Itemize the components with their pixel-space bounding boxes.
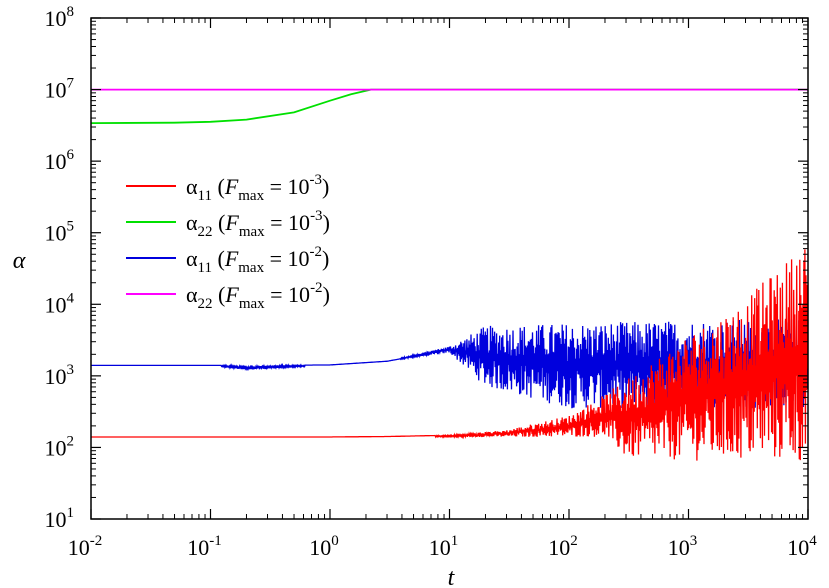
legend-paren-open: ( [213,282,226,307]
legend-f-symbol: F [224,282,239,307]
legend-subscript: 22 [198,224,213,240]
legend-f-symbol: F [224,210,239,235]
x-tick-exponent: -1 [209,533,222,549]
legend-paren-close: ) [322,246,329,271]
x-tick-label: 10-1 [187,533,222,560]
x-tick-label: 103 [668,533,698,560]
y-tick-label: 103 [45,362,75,389]
legend-f-symbol: F [224,246,239,271]
legend-exponent: -3 [310,172,323,188]
legend-paren-open: ( [213,210,226,235]
legend-symbol: α [186,174,198,199]
x-tick-exponent: -2 [90,533,103,549]
x-tick-exponent: 2 [570,533,578,549]
y-tick-exponent: 1 [67,505,75,521]
x-tick-base: 10 [787,535,809,560]
x-axis-label: t [448,565,456,588]
legend-paren-open: ( [212,246,225,271]
y-tick-label: 107 [45,76,75,103]
legend-equals: = 10 [265,210,310,235]
x-tick-base: 10 [309,535,331,560]
legend-equals: = 10 [265,282,310,307]
y-tick-exponent: 6 [67,147,75,163]
series-1 [91,88,808,124]
y-tick-label: 105 [45,219,75,246]
y-tick-exponent: 4 [67,290,75,306]
y-tick-base: 10 [45,6,67,31]
y-tick-exponent: 2 [67,433,75,449]
y-tick-exponent: 7 [67,76,75,92]
legend-paren-close: ) [323,210,330,235]
legend-f-subscript: max [238,188,264,204]
legend-symbol: α [186,246,198,271]
series-line [91,249,808,461]
y-tick-base: 10 [45,435,67,460]
x-tick-exponent: 0 [331,533,339,549]
y-tick-label: 101 [45,505,75,532]
x-tick-label: 102 [548,533,578,560]
legend: α11 (Fmax = 10-3)α22 (Fmax = 10-3)α11 (F… [126,172,330,312]
x-tick-exponent: 3 [690,533,698,549]
y-tick-base: 10 [45,364,67,389]
tick-layer: 10-2 10-1 100 101 102 103 10410110210310410510… [45,4,818,560]
legend-subscript: 22 [198,296,213,312]
legend-paren-close: ) [322,174,329,199]
legend-entry-label: α22 (Fmax = 10-2) [186,280,330,312]
legend-symbol: α [186,210,198,235]
y-tick-label: 108 [45,4,75,31]
y-axis-label: α [13,248,26,274]
y-tick-base: 10 [45,221,67,246]
y-tick-label: 106 [45,147,75,174]
legend-equals: = 10 [264,246,309,271]
y-tick-exponent: 8 [67,4,75,20]
x-tick-base: 10 [187,535,209,560]
x-tick-label: 104 [787,533,817,560]
x-tick-label: 101 [429,533,459,560]
x-tick-base: 10 [668,535,690,560]
legend-f-subscript: max [239,296,265,312]
legend-f-subscript: max [239,224,265,240]
y-tick-exponent: 5 [67,219,75,235]
y-tick-exponent: 3 [67,362,75,378]
legend-f-subscript: max [238,260,264,276]
series-line [91,88,808,124]
legend-subscript: 11 [198,260,212,276]
x-tick-base: 10 [429,535,451,560]
legend-exponent: -3 [310,208,323,224]
y-tick-base: 10 [45,149,67,174]
y-tick-base: 10 [45,507,67,532]
x-tick-base: 10 [548,535,570,560]
x-tick-base: 10 [68,535,90,560]
legend-exponent: -2 [310,244,323,260]
data-layer [91,88,808,461]
legend-paren-close: ) [323,282,330,307]
legend-symbol: α [186,282,198,307]
legend-entry-label: α11 (Fmax = 10-2) [186,244,329,276]
y-tick-label: 104 [45,290,75,317]
legend-paren-open: ( [212,174,225,199]
series-0 [91,249,808,461]
x-tick-label: 100 [309,533,339,560]
legend-exponent: -2 [310,280,323,296]
x-tick-exponent: 4 [809,533,817,549]
legend-entry-label: α11 (Fmax = 10-3) [186,172,329,204]
x-tick-label: 10-2 [68,533,103,560]
y-tick-label: 102 [45,433,75,460]
y-tick-base: 10 [45,78,67,103]
y-tick-base: 10 [45,292,67,317]
x-tick-exponent: 1 [451,533,459,549]
legend-subscript: 11 [198,188,212,204]
legend-entry-label: α22 (Fmax = 10-3) [186,208,330,240]
legend-equals: = 10 [264,174,309,199]
legend-f-symbol: F [224,174,239,199]
